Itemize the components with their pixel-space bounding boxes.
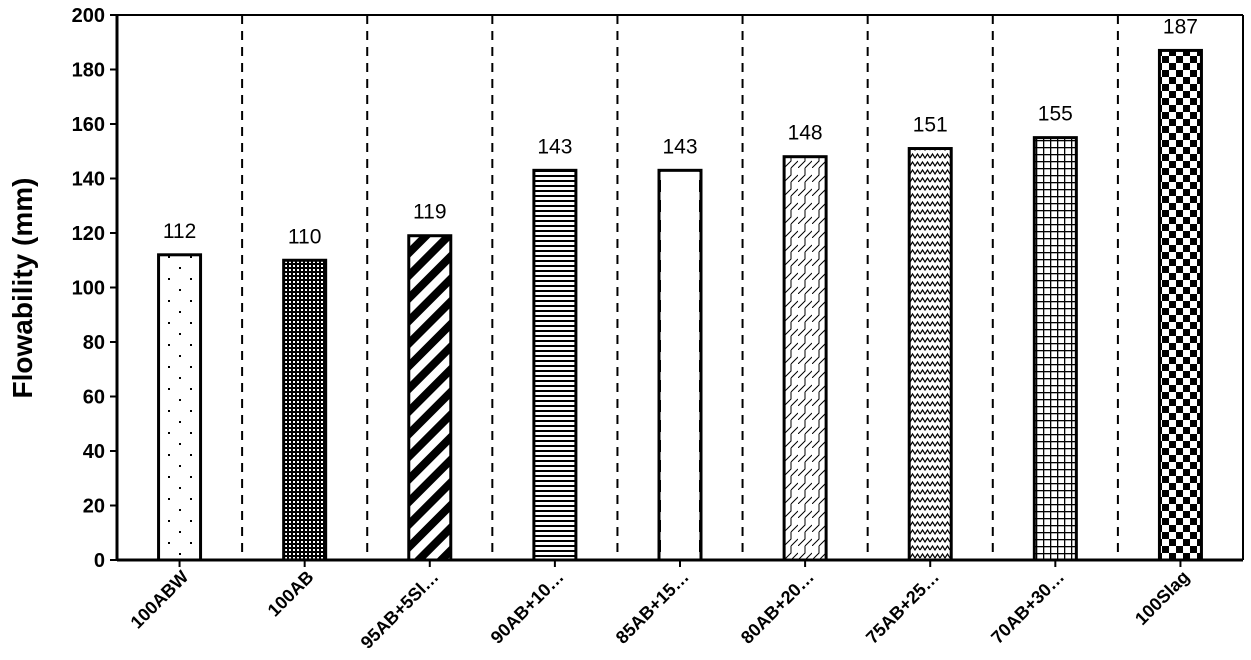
y-tick-label: 0 (94, 550, 105, 572)
x-tick-label: 100ABW (127, 567, 193, 633)
x-tick-label: 75AB+25… (862, 567, 943, 648)
y-tick-label: 100 (72, 278, 105, 300)
y-tick-label: 140 (72, 169, 105, 191)
bar-100abw (157, 253, 203, 562)
y-tick-label: 120 (72, 223, 105, 245)
y-tick-label: 60 (83, 387, 105, 409)
y-tick-label: 40 (83, 441, 105, 463)
bar-80ab-20 (782, 155, 828, 562)
x-tick-label: 90AB+10… (487, 567, 568, 648)
bar-75ab-25 (907, 147, 953, 562)
data-label: 148 (788, 122, 823, 145)
x-tick-label: 80AB+20… (737, 567, 818, 648)
y-tick-label: 160 (72, 114, 105, 136)
data-label: 143 (537, 135, 572, 158)
data-label: 112 (163, 220, 196, 243)
bar-90ab-10 (532, 168, 578, 562)
y-tick-label: 80 (83, 332, 105, 354)
y-tick-label: 200 (72, 5, 105, 27)
x-ticks-group: 100ABW 100AB 95AB+5Sl… 90AB+10… 85AB+15… 80AB… (127, 560, 1193, 653)
x-tick-label: 70AB+30… (987, 567, 1068, 648)
bar-100slag (1157, 48, 1203, 562)
data-labels-group: 112 110 119 143 143 148 151 155 187 (163, 15, 1198, 248)
data-label: 119 (413, 201, 446, 224)
data-label: 155 (1038, 103, 1073, 126)
x-tick-label: 95AB+5Sl… (357, 567, 443, 653)
x-tick-label: 85AB+15… (612, 567, 693, 648)
y-tick-label: 20 (83, 496, 105, 518)
bar-70ab-30 (1032, 136, 1078, 562)
category-separators (241, 15, 1119, 560)
data-label: 143 (662, 135, 697, 158)
bar-85ab-15 (657, 168, 703, 562)
y-ticks-group: 0 20 40 60 80 100 120 140 160 180 200 (72, 5, 117, 572)
bar-100ab (282, 258, 328, 562)
y-axis-label: Flowability (mm) (7, 178, 38, 399)
x-tick-label: 100Slag (1131, 567, 1193, 629)
x-tick-label: 100AB (264, 567, 318, 621)
y-tick-label: 180 (72, 60, 105, 82)
bar-95ab-5sl (407, 234, 453, 562)
data-label: 187 (1163, 15, 1198, 38)
data-label: 151 (913, 114, 948, 137)
data-label: 110 (288, 225, 321, 248)
bars-group (157, 48, 1203, 562)
